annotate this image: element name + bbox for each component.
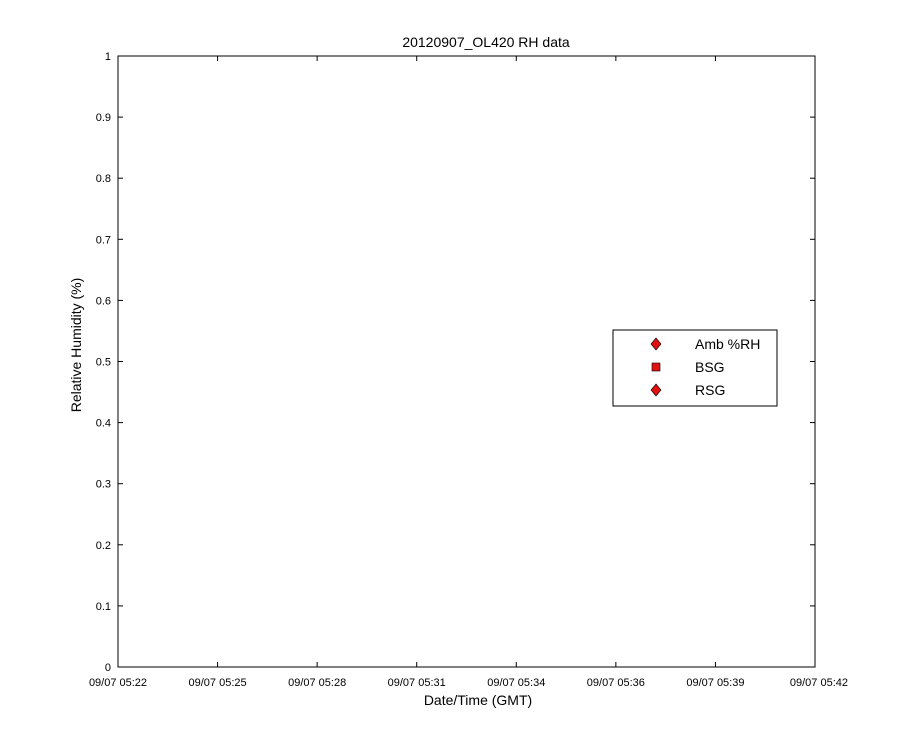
x-axis-label: Date/Time (GMT) [424,692,532,708]
y-tick-label: 0.2 [96,540,111,552]
y-tick-label: 0.5 [96,357,111,369]
x-axis: 09/07 05:22 09/07 05:25 09/07 05:28 09/07 0… [89,56,848,689]
legend: Amb %RH BSG RSG [612,329,778,407]
y-tick-label: 0 [105,662,111,674]
y-tick-label: 0.7 [96,234,111,246]
y-axis-label: Relative Humidity (%) [68,278,84,413]
x-tick-label: 09/07 05:22 [89,677,147,689]
legend-entry-label: Amb %RH [695,336,760,352]
x-tick-label: 09/07 05:42 [790,677,848,689]
x-tick-label: 09/07 05:34 [487,677,545,689]
x-tick-label: 09/07 05:36 [587,677,645,689]
legend-marker-diamond [650,383,662,397]
y-tick-label: 0.1 [96,601,111,613]
y-tick-label: 0.9 [96,112,111,124]
y-tick-label: 1 [105,51,111,63]
y-tick-label: 0.6 [96,295,111,307]
y-tick-label: 0.8 [96,173,111,185]
x-tick-label: 09/07 05:31 [388,677,446,689]
legend-marker-square [651,362,661,372]
y-tick-label: 0.3 [96,479,111,491]
x-tick-label: 09/07 05:28 [288,677,346,689]
y-tick-label: 0.4 [96,418,111,430]
legend-entry-label: BSG [695,359,725,375]
x-tick-label: 09/07 05:39 [686,677,744,689]
legend-marker-diamond [650,337,662,351]
y-axis: 0 0.1 0.2 0.3 0.4 0.5 0.6 0.7 0.8 0.9 1 [96,51,815,674]
x-tick-label: 09/07 05:25 [189,677,247,689]
legend-box [612,329,778,407]
legend-entry-label: RSG [695,382,725,398]
chart-title: 20120907_OL420 RH data [402,34,570,50]
